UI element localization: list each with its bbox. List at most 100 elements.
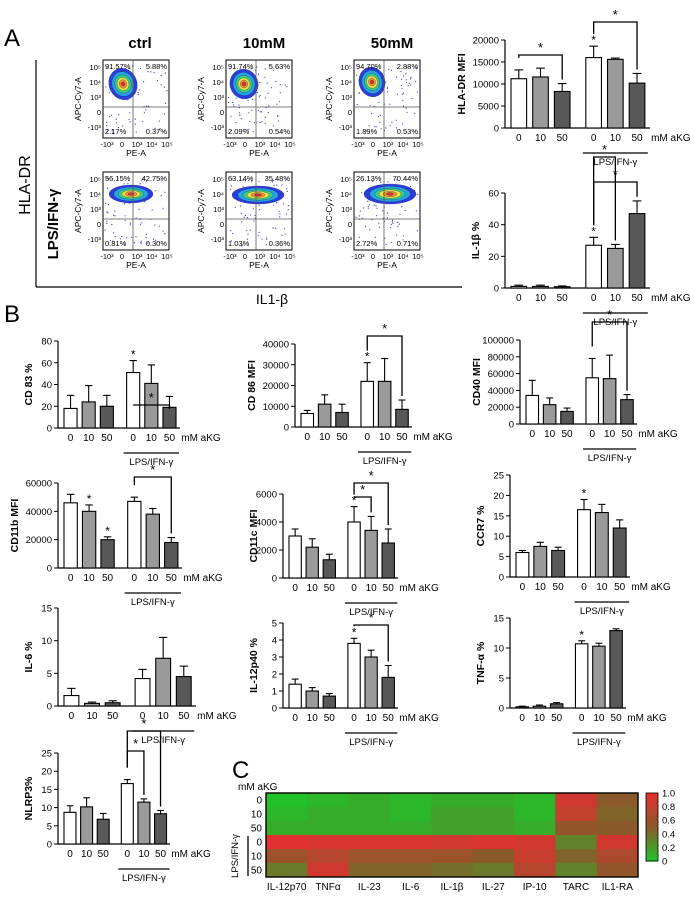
x-tick-label: 50 [155,849,167,860]
y-tick-label: 60000 [488,369,514,380]
x-tick-label: 10 [535,582,547,593]
event-dot [402,105,404,107]
bar [154,813,168,845]
colorbar-step [646,793,658,796]
event-dot [134,118,136,120]
flow-row-label: LPS/IFN-γ [45,188,62,259]
unit-label: mM aKG [638,429,678,440]
event-dot [138,208,140,210]
y-tick-label: 0 [284,423,289,434]
event-dot [386,86,389,88]
event-dot [252,131,254,133]
x-tick-label: 0 [292,583,298,594]
event-dot [378,222,380,224]
unit-label: mM aKG [651,133,691,144]
y-tick-label: 10 [41,636,52,647]
quadrant-ul: 91.57% [105,62,131,71]
x-tick-label: 0 [516,293,522,304]
event-dot [106,131,108,133]
bar [288,683,302,709]
x-tick-label: 10³ [383,252,394,261]
event-dot [246,217,248,219]
x-tick-label: 10⁴ [397,252,409,261]
event-dot [376,207,378,209]
event-dot [143,112,145,114]
event-dot [272,180,274,182]
event-dot [407,85,409,87]
heatmap-cell [596,835,639,850]
event-dot [107,177,109,179]
group-label: LPS/IFN-γ [588,453,632,464]
y-tick-label: 60 [41,358,52,369]
y-tick-label: 10 [493,532,504,543]
quadrant-ur: 2.88% [397,62,419,71]
event-dot [135,131,137,133]
event-dot [272,125,275,127]
y-tick-label: 25 [493,471,504,482]
event-dot [405,79,407,81]
event-dot [367,200,369,202]
y-tick-label: -10³ [339,235,353,244]
quadrant-lr: 0.30% [146,239,168,248]
bar [602,378,617,425]
event-dot [363,207,365,209]
x-axis-title: PE-A [249,148,269,158]
quadrant-ur: 5.63% [269,62,291,71]
x-tick-label: 50 [396,432,408,443]
x-tick-label: 10 [86,711,98,722]
event-dot [375,126,377,128]
event-dot [415,80,417,82]
event-dot [264,76,266,78]
group-label: LPS/IFN-γ [349,737,393,748]
bar [81,401,96,429]
significance-bracket [133,404,171,409]
event-dot [108,92,110,94]
x-tick-label: 0 [581,582,587,593]
y-tick-label: 0 [499,704,504,715]
event-dot [286,213,288,215]
bar [592,645,606,709]
event-dot [104,229,106,231]
heatmap-cell [555,793,598,808]
event-dot [105,86,107,88]
y-tick-label: 0 [348,108,352,117]
event-dot [243,216,245,218]
event-dot [251,109,253,111]
y-tick-label: 6000 [256,490,277,501]
flow-y-label: HLA-DR [17,155,34,215]
colorbar-step [646,859,658,862]
y-tick-label: 5 [499,674,504,685]
event-dot [388,69,390,71]
y-tick-label: 10⁴ [212,190,224,199]
x-tick-label: 0 [364,432,370,443]
x-tick-label: 10 [158,711,170,722]
heatmap-cell [266,849,308,864]
x-tick-label: 50 [621,429,633,440]
colorbar-step [646,837,658,840]
x-tick-label: 10 [604,429,616,440]
panel-label-a: A [4,25,20,52]
event-dot [266,82,268,84]
bar [84,702,101,707]
event-dot [238,112,240,114]
column-label: IP-10 [523,882,547,893]
bracket-star: * [141,716,146,731]
bracket-star: * [369,468,374,483]
event-dot [283,228,285,230]
x-tick-label: 10 [593,713,605,724]
event-dot [111,224,113,226]
x-tick-label: 50 [164,433,176,444]
x-tick-label: 0 [140,711,146,722]
heatmap-cell [266,863,308,878]
x-tick-label: 50 [324,713,336,724]
bracket-star: * [382,321,387,336]
colorbar-tick-label: 0.4 [662,829,675,840]
bar [553,90,571,129]
x-tick-label: 10⁵ [284,140,295,149]
colorbar-step [646,803,658,806]
y-tick-label: 20 [488,252,499,263]
y-tick-label: 15 [41,604,52,615]
event-dot [232,101,234,104]
bar [347,642,361,709]
